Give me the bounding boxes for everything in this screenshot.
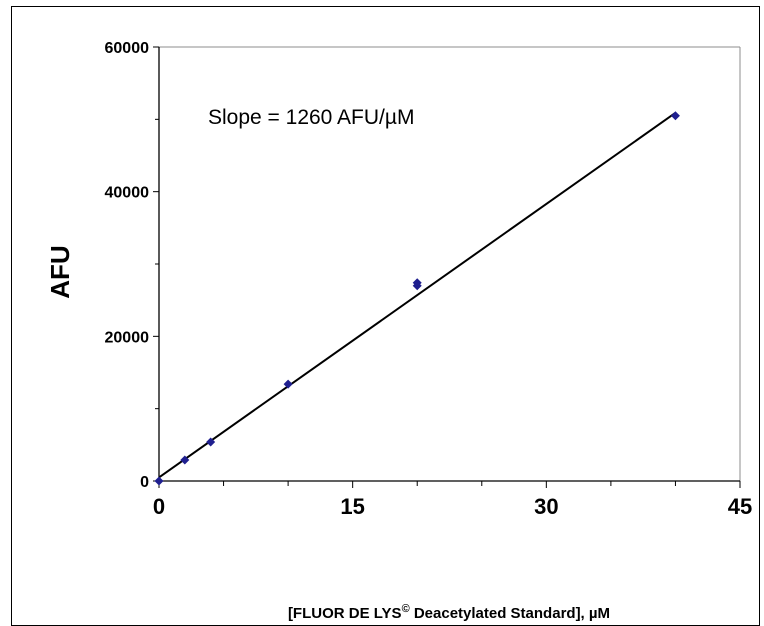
y-axis-ticks: 0 20000 40000 60000 [105,40,159,491]
x-tick-label: 30 [534,494,558,519]
y-tick-label: 60000 [105,40,150,57]
x-axis-label-rest: Deacetylated Standard], µM [410,605,610,622]
scatter-chart: 0 20000 40000 60000 0 15 30 45 AFU [FLUOR DE L… [45,40,752,622]
x-axis-label: [FLUOR DE LYS© Deacetylated Standard], µ… [288,603,610,622]
x-tick-label: 45 [728,494,752,519]
data-point [180,455,190,465]
slope-annotation: Slope = 1260 AFU/µM [208,106,414,129]
x-axis-label-superscript: © [402,603,410,615]
y-tick-label: 40000 [105,185,150,202]
data-points [154,111,680,486]
y-tick-label: 0 [140,474,149,491]
x-tick-label: 0 [153,494,165,519]
y-tick-label: 20000 [105,329,150,346]
data-point [154,476,164,486]
data-point [206,437,216,447]
data-point [283,379,293,389]
x-axis-label-main: [FLUOR DE LYS [288,605,402,622]
trendline [158,112,677,479]
y-axis-label: AFU [45,245,75,298]
data-point [412,281,422,291]
data-point [670,111,680,121]
x-tick-label: 15 [340,494,364,519]
trendline-path [158,112,677,479]
chart-frame: 0 20000 40000 60000 0 15 30 45 AFU [FLUOR DE L… [11,6,760,626]
x-axis-ticks: 0 15 30 45 [153,481,752,519]
